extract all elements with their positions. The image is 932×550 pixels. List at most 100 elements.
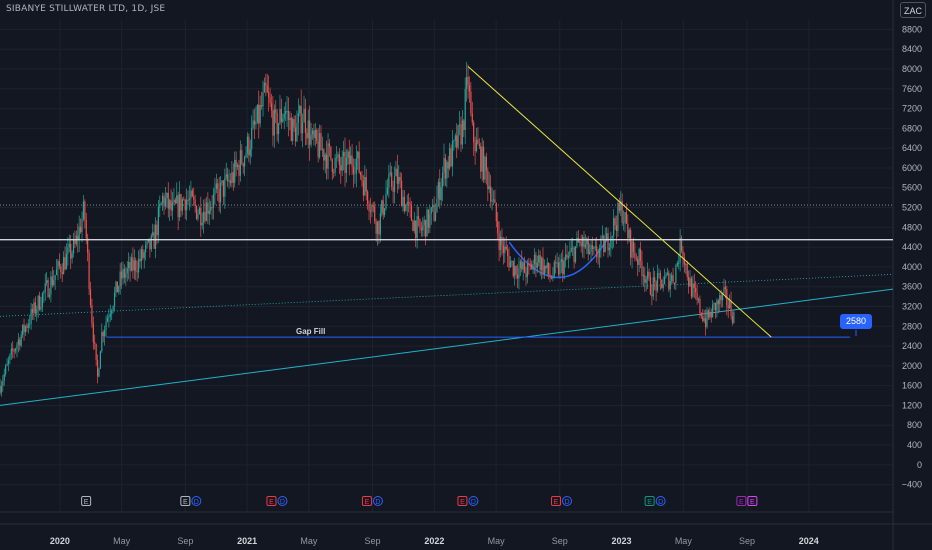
candle-body	[224, 177, 226, 197]
candle-body	[659, 273, 661, 280]
candle-body	[351, 155, 353, 167]
dividend-marker[interactable]	[468, 496, 479, 506]
candle-body	[252, 120, 254, 128]
candle-body	[376, 221, 379, 234]
candle-body	[180, 194, 182, 211]
x-tick-label: 2023	[612, 536, 632, 546]
candle-body	[622, 222, 625, 224]
candle-body	[706, 310, 708, 328]
candle-body	[563, 260, 565, 275]
candle-body	[227, 174, 229, 182]
y-tick-label: 2400	[902, 341, 922, 351]
earnings-marker[interactable]	[747, 496, 758, 506]
candle-body	[699, 298, 701, 313]
candle-body	[277, 123, 280, 135]
candle-body	[98, 368, 100, 377]
candle-body	[300, 105, 302, 134]
candle-body	[0, 386, 3, 393]
candle-body	[327, 143, 329, 169]
candle-body	[434, 212, 437, 221]
y-tick-label: 0	[917, 460, 922, 470]
candle-body	[51, 276, 53, 286]
candle-body	[94, 342, 96, 344]
candle-body	[31, 308, 34, 314]
candle-body	[48, 294, 51, 297]
candle-body	[331, 159, 333, 173]
price-callout[interactable]: 2580	[840, 314, 872, 329]
candle-body	[638, 249, 640, 265]
candle-body	[557, 262, 560, 275]
candle-body	[409, 202, 411, 206]
y-tick-label: 5200	[902, 203, 922, 213]
candle-body	[724, 287, 726, 289]
candle-body	[484, 156, 486, 180]
earnings-marker[interactable]	[81, 496, 92, 506]
candle-body	[214, 189, 216, 195]
dividend-marker[interactable]	[655, 496, 666, 506]
candle-body	[314, 130, 316, 138]
earnings-marker[interactable]	[180, 496, 191, 506]
candle-body	[644, 275, 646, 283]
candle-body	[324, 154, 326, 161]
candle-body	[167, 192, 169, 209]
candle-body	[710, 311, 712, 318]
dividend-marker[interactable]	[277, 496, 288, 506]
candle-body	[635, 258, 637, 260]
candle-body	[289, 117, 291, 121]
candle-body	[10, 348, 12, 355]
candle-body	[54, 274, 56, 280]
earnings-marker[interactable]	[457, 496, 468, 506]
candle-body	[601, 235, 603, 238]
candle-body	[655, 281, 657, 291]
earnings-marker[interactable]	[736, 496, 747, 506]
x-tick-label: 2022	[424, 536, 444, 546]
candle-body	[126, 268, 128, 274]
candle-body	[88, 252, 90, 290]
earnings-marker[interactable]	[551, 496, 562, 506]
dividend-marker-label: D	[280, 499, 285, 506]
candle-body	[372, 205, 374, 207]
candle-body	[686, 263, 688, 278]
currency-button[interactable]: ZAC	[900, 2, 926, 18]
dividend-marker[interactable]	[372, 496, 383, 506]
candle-body	[713, 302, 715, 305]
candle-body	[584, 244, 586, 248]
candle-body	[348, 151, 350, 165]
x-tick-label: May	[300, 536, 318, 546]
dividend-marker[interactable]	[562, 496, 573, 506]
earnings-marker[interactable]	[361, 496, 372, 506]
candle-body	[624, 212, 626, 223]
candle-body	[672, 275, 674, 283]
candle-body	[402, 196, 404, 207]
candle-body	[285, 111, 287, 114]
candle-body	[389, 172, 391, 175]
candle-body	[265, 82, 267, 86]
candle-body	[596, 246, 598, 257]
dividend-marker[interactable]	[191, 496, 202, 506]
candle-body	[174, 199, 176, 204]
earnings-marker[interactable]	[266, 496, 277, 506]
candle-body	[704, 318, 707, 328]
candle-body	[95, 343, 97, 360]
candle-body	[464, 88, 466, 131]
candle-body	[13, 350, 15, 352]
candle-body	[207, 202, 209, 214]
candle-body	[77, 235, 79, 241]
candle-body	[485, 156, 488, 171]
candle-body	[419, 219, 421, 229]
candle-body	[507, 249, 509, 256]
candle-body	[528, 263, 530, 265]
x-tick-label: May	[488, 536, 506, 546]
candle-body	[709, 311, 711, 318]
earnings-marker-label: E	[750, 499, 755, 506]
candle-body	[197, 214, 199, 219]
candle-body	[16, 344, 18, 350]
candle-body	[177, 195, 179, 218]
candle-body	[323, 149, 325, 161]
earnings-marker[interactable]	[644, 496, 655, 506]
x-tick-label: Sep	[739, 536, 755, 546]
x-tick-label: 2021	[237, 536, 257, 546]
candle-body	[330, 146, 332, 160]
